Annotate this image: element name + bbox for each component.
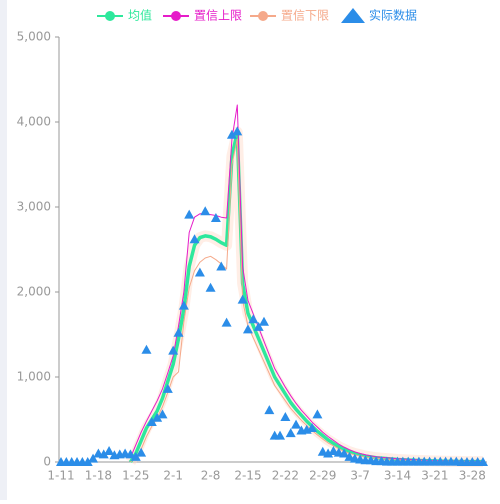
data-point <box>125 449 136 459</box>
legend: 均值 置信上限 置信下限 实际数据 <box>97 8 417 23</box>
data-point <box>237 294 248 304</box>
data-point <box>157 409 168 419</box>
data-point <box>162 383 173 393</box>
data-point <box>200 206 211 216</box>
data-point <box>226 129 237 139</box>
data-point <box>178 300 189 310</box>
legend-icon <box>105 11 115 21</box>
data-point <box>323 448 334 458</box>
legend-label: 实际数据 <box>369 8 417 23</box>
data-point <box>291 419 302 429</box>
data-point <box>285 428 296 438</box>
y-tick-label: 5,000 <box>17 30 51 44</box>
x-tick-label: 3-28 <box>459 469 486 483</box>
legend-label: 置信上限 <box>194 9 242 23</box>
data-point <box>280 411 291 421</box>
x-tick-label: 1-18 <box>85 469 112 483</box>
legend-label: 置信下限 <box>281 9 329 23</box>
data-point <box>253 321 264 331</box>
data-point <box>152 412 163 422</box>
y-tick-label: 2,000 <box>17 285 51 299</box>
data-point <box>88 453 99 463</box>
y-tick-label: 3,000 <box>17 200 51 214</box>
data-point <box>248 314 259 324</box>
x-tick-label: 2-15 <box>234 469 261 483</box>
data-point <box>141 344 152 354</box>
data-point <box>221 317 232 327</box>
data-point <box>168 345 179 355</box>
data-point <box>82 457 93 466</box>
data-point <box>478 457 488 466</box>
data-point <box>184 209 195 219</box>
data-point <box>136 447 147 457</box>
data-point <box>307 423 318 432</box>
data-point <box>194 267 205 277</box>
legend-icon <box>171 11 181 21</box>
data-point <box>98 449 109 459</box>
data-point <box>344 451 355 461</box>
y-tick-label: 4,000 <box>17 115 51 129</box>
data-point <box>232 126 243 136</box>
data-point <box>205 282 216 292</box>
data-point <box>339 448 350 458</box>
x-tick-label: 3-14 <box>384 469 411 483</box>
data-point <box>317 446 328 456</box>
data-point <box>130 451 141 461</box>
x-tick-label: 1-11 <box>47 469 74 483</box>
data-point <box>146 417 157 427</box>
side-strip <box>0 0 7 500</box>
x-tick-label: 1-25 <box>122 469 149 483</box>
legend-icon <box>258 11 268 21</box>
data-point <box>264 405 275 415</box>
y-tick-label: 0 <box>43 455 51 469</box>
x-tick-label: 3-7 <box>350 469 370 483</box>
data-point <box>242 324 253 334</box>
data-point <box>328 445 339 455</box>
data-point <box>275 430 286 440</box>
x-tick-label: 2-29 <box>309 469 336 483</box>
y-tick-label: 1,000 <box>17 370 51 384</box>
x-tick-label: 3-21 <box>421 469 448 483</box>
data-point <box>104 445 115 455</box>
data-point <box>258 316 269 326</box>
data-point <box>210 213 221 223</box>
x-tick-label: 2-8 <box>201 469 221 483</box>
data-point <box>189 234 200 244</box>
data-point <box>312 409 323 419</box>
x-tick-label: 2-22 <box>272 469 299 483</box>
data-point <box>216 261 227 271</box>
legend-label: 均值 <box>128 8 152 23</box>
legend-icon <box>341 8 365 23</box>
x-tick-label: 2-1 <box>163 469 183 483</box>
data-point <box>173 327 184 337</box>
